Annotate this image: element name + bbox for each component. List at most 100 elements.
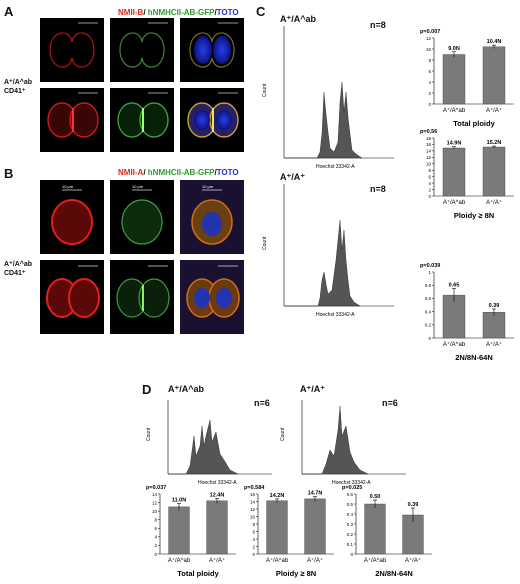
chart-title: Ploidy ≥ 8N bbox=[276, 569, 316, 578]
d-ploidy-8n-chart: p=0.584 0 2 4 6 8 10 12 14 16 14.2N A⁺/A^ab 14.7N A⁺/… bbox=[244, 485, 334, 578]
y-tick-label: 8 bbox=[428, 58, 431, 63]
y-tick-label: 4 bbox=[428, 181, 431, 186]
panel-b-genotype: A⁺/A^ab CD41⁺ bbox=[4, 260, 32, 278]
hist-xlabel: Hoechst 33342-A bbox=[332, 480, 371, 486]
panel-b-label: B bbox=[4, 166, 14, 181]
stain-sep: / bbox=[143, 168, 148, 177]
bar bbox=[442, 147, 466, 197]
bar bbox=[482, 146, 506, 197]
category-label: A⁺/A^ab bbox=[443, 107, 466, 114]
y-tick-label: 18 bbox=[426, 136, 432, 141]
d-right-histogram: Count Hoechst 33342-A bbox=[280, 400, 406, 486]
y-tick-label: 8 bbox=[154, 518, 157, 523]
c-top-n: n=8 bbox=[370, 20, 386, 30]
c-total-ploidy-chart: p=0.007 0 2 4 6 8 10 12 9.0N A⁺/A^ab 10.4N A⁺/A⁺ Tot… bbox=[420, 29, 514, 128]
y-tick-label: 10 bbox=[152, 509, 158, 514]
data-label: 0.39 bbox=[489, 303, 500, 309]
y-tick-label: 0 bbox=[428, 194, 431, 199]
d-right-genotype: A⁺/A⁺ bbox=[300, 384, 326, 394]
y-tick-label: 6 bbox=[428, 174, 431, 179]
d-ratio-chart: p=0.025 0 0.1 0.2 0.3 0.4 0.5 0.6 0.50 A⁺/A^ab 0.3… bbox=[342, 485, 432, 578]
genotype-line2: CD41⁺ bbox=[4, 270, 26, 277]
y-tick-label: 0 bbox=[252, 552, 255, 557]
y-tick-label: 10 bbox=[426, 47, 432, 52]
panel-a-label: A bbox=[4, 4, 14, 19]
y-tick-label: 12 bbox=[426, 155, 432, 160]
stain-blue-label: TOTO bbox=[216, 168, 239, 177]
y-tick-label: 14 bbox=[152, 492, 158, 497]
y-tick-label: 0 bbox=[428, 102, 431, 107]
y-tick-label: 10 bbox=[250, 514, 256, 519]
y-tick-label: 1 bbox=[428, 270, 431, 275]
stain-blue-label: TOTO bbox=[216, 8, 239, 17]
y-tick-label: 2 bbox=[154, 543, 157, 548]
p-value-label: p=0.007 bbox=[420, 29, 440, 35]
hist-ylabel: Count bbox=[262, 236, 268, 250]
y-tick-label: 4 bbox=[252, 537, 255, 542]
hist-xlabel: Hoechst 33342-A bbox=[316, 312, 355, 318]
y-tick-label: 0.1 bbox=[347, 542, 354, 547]
category-label: A⁺/A⁺ bbox=[209, 557, 225, 564]
y-tick-label: 14 bbox=[426, 149, 432, 154]
y-tick-label: 0.5 bbox=[347, 502, 354, 507]
category-label: A⁺/A^ab bbox=[443, 199, 466, 206]
bar bbox=[168, 506, 190, 555]
category-label: A⁺/A^ab bbox=[266, 557, 289, 564]
c-ratio-chart: p=0.039 0 0.2 0.4 0.6 0.8 1 0.65 A⁺/A^ab 0.39 A⁺/A… bbox=[420, 263, 514, 362]
bar bbox=[442, 54, 466, 105]
y-tick-label: 16 bbox=[426, 142, 432, 147]
bar bbox=[482, 312, 506, 339]
data-label: 9.0N bbox=[448, 46, 460, 52]
y-tick-label: 8 bbox=[252, 522, 255, 527]
data-label: 14.9N bbox=[447, 141, 462, 147]
y-tick-label: 0.2 bbox=[425, 323, 432, 328]
y-tick-label: 6 bbox=[252, 529, 255, 534]
d-left-histogram: Count Hoechst 33342-A bbox=[146, 400, 272, 486]
genotype-line1: A⁺/A^ab bbox=[4, 79, 33, 86]
hist-xlabel: Hoechst 33342-A bbox=[198, 480, 237, 486]
bar bbox=[482, 46, 506, 105]
category-label: A⁺/A^ab bbox=[168, 557, 191, 564]
d-total-ploidy-chart: p=0.037 0 2 4 6 8 10 12 14 11.0N A⁺/A^ab 12.4N A⁺/A⁺… bbox=[146, 485, 236, 578]
category-label: A⁺/A⁺ bbox=[405, 557, 421, 564]
panel-b-micrographs: 10 μm 10 μm 10 μm bbox=[40, 180, 244, 334]
stain-slash: / bbox=[214, 8, 217, 17]
scale-bar-label: 10 μm bbox=[62, 184, 74, 189]
data-label: 12.4N bbox=[210, 492, 225, 498]
y-tick-label: 0.6 bbox=[425, 296, 432, 301]
y-tick-label: 2 bbox=[428, 187, 431, 192]
y-tick-label: 14 bbox=[250, 499, 256, 504]
y-tick-label: 0.3 bbox=[347, 522, 354, 527]
scale-bar-label: 10 μm bbox=[132, 184, 144, 189]
y-tick-label: 0.8 bbox=[425, 283, 432, 288]
c-bottom-n: n=8 bbox=[370, 184, 386, 194]
chart-title: Ploidy ≥ 8N bbox=[454, 211, 494, 220]
y-tick-label: 12 bbox=[250, 507, 256, 512]
c-top-histogram: Count Hoechst 33342-A bbox=[262, 26, 394, 170]
y-tick-label: 12 bbox=[426, 36, 432, 41]
data-label: 15.2N bbox=[487, 140, 502, 146]
stain-red-label: NMII-B bbox=[118, 8, 144, 17]
stain-green-label: hNMHCII-AB-GFP bbox=[147, 8, 215, 17]
y-tick-label: 0 bbox=[428, 336, 431, 341]
panel-a-micrographs bbox=[40, 18, 244, 152]
hist-ylabel: Count bbox=[280, 427, 286, 441]
panel-d-label: D bbox=[142, 382, 152, 397]
data-label: 14.2N bbox=[270, 493, 285, 499]
c-bottom-histogram: Count Hoechst 33342-A bbox=[262, 184, 394, 318]
bar bbox=[304, 498, 326, 555]
data-label: 14.7N bbox=[308, 491, 323, 497]
stain-red-label: NMII-A bbox=[118, 168, 144, 177]
data-label: 10.4N bbox=[487, 39, 502, 45]
category-label: A⁺/A⁺ bbox=[486, 107, 502, 114]
c-top-genotype: A⁺/A^ab bbox=[280, 14, 317, 24]
c-bottom-genotype: A⁺/A⁺ bbox=[280, 172, 306, 182]
y-tick-label: 4 bbox=[154, 535, 157, 540]
bar bbox=[364, 503, 386, 555]
data-label: 0.65 bbox=[449, 283, 460, 289]
y-tick-label: 0.4 bbox=[347, 512, 354, 517]
y-tick-label: 6 bbox=[154, 526, 157, 531]
y-tick-label: 8 bbox=[428, 168, 431, 173]
data-label: 0.39 bbox=[408, 502, 419, 508]
panel-c-label: C bbox=[256, 4, 266, 19]
